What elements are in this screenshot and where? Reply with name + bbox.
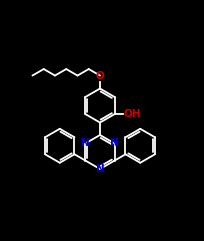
Text: N: N bbox=[95, 164, 104, 174]
Text: O: O bbox=[95, 71, 104, 80]
Text: N: N bbox=[81, 139, 89, 148]
Text: N: N bbox=[110, 139, 119, 148]
Text: OH: OH bbox=[123, 109, 141, 119]
